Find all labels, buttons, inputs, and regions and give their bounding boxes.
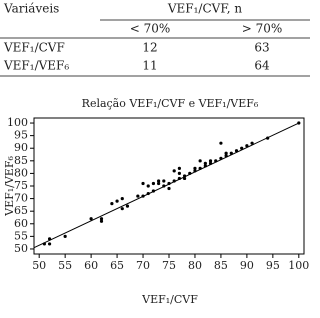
point xyxy=(266,136,270,140)
point xyxy=(177,171,181,176)
point xyxy=(208,159,213,163)
y-tick-label: 85 xyxy=(14,154,28,167)
point xyxy=(141,194,145,198)
y-tick-label: 75 xyxy=(14,179,28,192)
point xyxy=(177,166,181,170)
table-cell: VEF₁/CVF xyxy=(3,41,65,55)
point xyxy=(141,181,145,186)
point xyxy=(146,191,150,196)
point xyxy=(182,176,187,181)
point xyxy=(63,234,67,238)
y-tick-label: 70 xyxy=(14,192,28,205)
point xyxy=(157,179,161,183)
table-cell: 63 xyxy=(254,41,269,55)
y-tick-label: 80 xyxy=(14,166,28,179)
point xyxy=(157,181,161,186)
fit-line xyxy=(33,122,300,249)
y-axis-label: VEF₁/VEF₆ xyxy=(3,156,16,217)
y-tick-label: 100 xyxy=(7,116,28,129)
point xyxy=(110,202,114,206)
point xyxy=(146,184,150,188)
x-tick-label: 75 xyxy=(162,259,176,272)
figure: Variáveis VEF₁/CVF, n < 70% > 70% VEF₁/C… xyxy=(0,2,310,306)
chart-title: Relação VEF₁/CVF e VEF₁/VEF₆ xyxy=(82,97,259,110)
point xyxy=(99,219,104,223)
y-tick-label: 95 xyxy=(14,129,28,142)
x-axis-label: VEF₁/CVF xyxy=(141,293,198,306)
point xyxy=(250,141,254,145)
point xyxy=(245,144,249,148)
point xyxy=(219,156,223,160)
point xyxy=(120,207,124,211)
point xyxy=(198,166,202,170)
point xyxy=(229,151,233,155)
x-tick-label: 85 xyxy=(214,259,228,272)
table-header: Variáveis xyxy=(3,2,59,16)
y-tick-label: 55 xyxy=(14,229,28,242)
point xyxy=(214,159,218,163)
plot-frame xyxy=(33,117,305,255)
point xyxy=(297,121,301,125)
y-tick-label: 65 xyxy=(14,204,28,217)
point xyxy=(47,237,52,241)
point xyxy=(240,146,244,150)
point xyxy=(193,166,197,170)
point xyxy=(219,141,223,145)
point xyxy=(234,149,239,153)
point xyxy=(203,164,207,168)
point xyxy=(167,186,171,191)
table-cell: 12 xyxy=(142,41,157,55)
x-tick-label: 55 xyxy=(58,259,72,272)
table-cell: VEF₁/VEF₆ xyxy=(3,59,69,73)
table-subheader: < 70% xyxy=(130,22,171,36)
point xyxy=(151,181,156,186)
point xyxy=(172,169,176,173)
point xyxy=(136,194,140,198)
point xyxy=(182,174,187,178)
point xyxy=(99,217,104,221)
y-tick-label: 50 xyxy=(14,242,28,255)
y-tick-label: 60 xyxy=(14,217,28,230)
point xyxy=(115,199,119,203)
point xyxy=(172,179,176,183)
point xyxy=(193,169,197,173)
x-tick-label: 90 xyxy=(240,259,254,272)
point xyxy=(224,151,228,155)
y-tick-label: 90 xyxy=(14,141,28,154)
table-cell: 64 xyxy=(254,59,270,73)
x-tick-label: 100 xyxy=(288,259,309,272)
point xyxy=(162,184,166,188)
x-tick-label: 80 xyxy=(188,259,202,272)
x-tick-label: 50 xyxy=(32,259,46,272)
table-header: VEF₁/CVF, n xyxy=(167,2,243,16)
x-tick-label: 70 xyxy=(136,259,150,272)
point xyxy=(47,242,52,246)
point xyxy=(151,189,156,193)
point xyxy=(167,181,171,186)
point xyxy=(162,179,166,183)
point xyxy=(188,171,192,176)
point xyxy=(125,204,130,208)
x-tick-label: 95 xyxy=(266,259,280,272)
point xyxy=(89,217,93,221)
point xyxy=(208,161,213,165)
x-tick-label: 65 xyxy=(110,259,124,272)
point xyxy=(224,154,228,158)
table-cell: 11 xyxy=(142,59,157,73)
point xyxy=(203,161,207,165)
point xyxy=(120,196,124,201)
point xyxy=(177,176,181,181)
x-tick-label: 60 xyxy=(84,259,98,272)
point xyxy=(198,159,202,163)
table-subheader: > 70% xyxy=(242,22,283,36)
point xyxy=(42,242,46,246)
